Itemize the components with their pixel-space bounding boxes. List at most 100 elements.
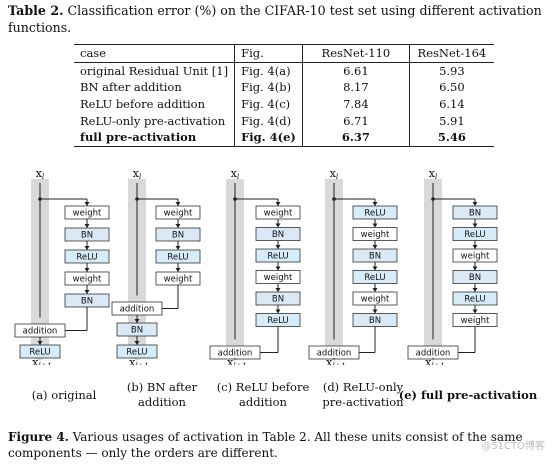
figure-caption-label: Figure 4. xyxy=(8,430,69,444)
table-caption: Table 2. Classification error (%) on the… xyxy=(8,2,548,36)
unit-a-relu-block xyxy=(19,344,61,359)
cell-fig: Fig. 4(c) xyxy=(234,95,303,113)
unit-label-line1: (c) ReLU before xyxy=(216,380,310,394)
unit-d-branch-arrow-head xyxy=(372,309,378,314)
unit-e-weight-label: weight xyxy=(461,316,490,326)
unit-b-relu-label: ReLU xyxy=(126,348,147,358)
unit-c-branch-arrow-head xyxy=(275,266,281,271)
unit-a-addition-label: addition xyxy=(23,327,58,337)
cell-resnet164: 5.93 xyxy=(439,63,465,78)
unit-c-weight-label: weight xyxy=(264,273,293,283)
unit-e-relu-label: ReLU xyxy=(464,230,485,240)
unit-c-bn-label: BN xyxy=(272,295,284,305)
cell-resnet110: 6.61 xyxy=(302,62,410,80)
header-case: case xyxy=(74,44,236,63)
unit-label-line1: (e) full pre-activation xyxy=(398,388,538,402)
unit-a-tail-arrow-head xyxy=(37,341,43,345)
unit-e-relu-label: ReLU xyxy=(464,295,485,305)
unit-b-output-label: xl+1 xyxy=(129,356,149,365)
cell-resnet110: 6.71 xyxy=(302,112,410,129)
unit-c-branch-arrow-head xyxy=(275,223,281,228)
unit-e-branch-arrow-head xyxy=(472,266,478,271)
cell-case: full pre-activation xyxy=(74,128,236,147)
unit-a-input-label: xl xyxy=(36,167,45,181)
unit-b-weight-label: weight xyxy=(164,275,193,285)
unit-b-bn-label: BN xyxy=(172,231,184,241)
unit-d-addition-label: addition xyxy=(317,349,352,359)
unit-e-branch-arrow-head xyxy=(472,288,478,292)
unit-d-bn-label: BN xyxy=(369,316,381,326)
unit-b-input-label: xl xyxy=(133,167,142,181)
figure-caption-text: Various usages of activation in Table 2.… xyxy=(8,430,523,460)
unit-b-tail-arrow-head xyxy=(134,341,140,345)
table-row: ReLU before addition Fig. 4(c) 7.84 6.14 xyxy=(74,95,494,113)
unit-a-branch-arrow-head xyxy=(84,268,90,272)
unit-b-addition-label: addition xyxy=(120,305,155,315)
cell-resnet110: 7.84 xyxy=(302,95,410,113)
cell-case: original Residual Unit [1] xyxy=(74,62,236,80)
table-row: ReLU-only pre-activation Fig. 4(d) 6.71 … xyxy=(74,112,494,129)
unit-e-weight-label: weight xyxy=(461,252,490,262)
unit-e-branch-arrow-head xyxy=(472,245,478,249)
unit-a-branch-arrow-head xyxy=(84,202,90,206)
unit-b-branch-arrow-head xyxy=(175,268,181,272)
cell-resnet164: 5.46 xyxy=(409,128,494,147)
cell-fig: Fig. 4(e) xyxy=(234,128,303,147)
unit-c-weight-label: weight xyxy=(264,209,293,219)
cell-case: ReLU before addition xyxy=(74,95,236,113)
unit-d-input-label: xl xyxy=(330,167,339,181)
residual-units-figure: xlweightBNReLUweightBNadditionReLUxl+1xl… xyxy=(14,167,498,365)
unit-d-bn-label: BN xyxy=(369,252,381,262)
unit-d-relu-label: ReLU xyxy=(364,273,385,283)
unit-e-input-label: xl xyxy=(429,167,438,181)
unit-label-line1: (b) BN after xyxy=(126,380,198,394)
unit-a-branch-arrow-head xyxy=(84,246,90,250)
unit-c-relu-label: ReLU xyxy=(267,252,288,262)
unit-c-branch-arrow-head xyxy=(275,288,281,292)
cell-fig: Fig. 4(b) xyxy=(234,79,303,96)
unit-d-relu-label: ReLU xyxy=(364,209,385,219)
unit-e-branch-arrow-head xyxy=(472,202,478,206)
unit-b-branch-arrow-head xyxy=(175,202,181,206)
unit-b-relu-label: ReLU xyxy=(167,253,188,263)
figure-caption: Figure 4. Various usages of activation i… xyxy=(8,429,548,461)
unit-a-bn-label: BN xyxy=(81,297,93,307)
unit-d-branch-arrow-head xyxy=(372,266,378,271)
cell-resnet164: 6.14 xyxy=(439,97,465,112)
unit-label-line2: addition xyxy=(239,395,287,409)
unit-c-input-label: xl xyxy=(231,167,240,181)
unit-e-branch-arrow-head xyxy=(472,309,478,314)
unit-c-output-label: xl+1 xyxy=(227,356,247,365)
unit-e-output-label: xl+1 xyxy=(425,356,445,365)
unit-label-e: (e) full pre-activation xyxy=(393,388,543,403)
unit-d-branch-arrow-head xyxy=(372,288,378,292)
unit-e-bn-label: BN xyxy=(469,273,481,283)
unit-a-branch-arrow-head xyxy=(84,224,90,228)
unit-label-line2: pre-activation xyxy=(322,395,404,409)
unit-a-output-label: xl+1 xyxy=(32,356,52,365)
unit-a-branch-arrow-head xyxy=(84,290,90,294)
unit-c-branch-arrow-head xyxy=(275,309,281,314)
table-row: original Residual Unit [1] Fig. 4(a) 6.6… xyxy=(74,62,494,80)
unit-c-bn-label: BN xyxy=(272,230,284,240)
cell-resnet110: 6.37 xyxy=(302,128,410,147)
unit-e-addition-label: addition xyxy=(416,349,451,359)
unit-b-branch-arrow-head xyxy=(175,246,181,250)
unit-label-a: (a) original xyxy=(14,388,114,403)
cell-fig: Fig. 4(d) xyxy=(234,112,303,129)
unit-b-tail-arrow-head xyxy=(134,319,140,323)
cell-fig: Fig. 4(a) xyxy=(234,62,303,80)
unit-label-line1: (d) ReLU-only xyxy=(322,380,404,394)
table-row: full pre-activation Fig. 4(e) 6.37 5.46 xyxy=(74,128,494,147)
unit-a-relu-label: ReLU xyxy=(29,348,50,358)
unit-a-weight-label: weight xyxy=(73,275,102,285)
watermark: @51CTO博客 xyxy=(481,441,545,452)
unit-b-bn-label: BN xyxy=(131,326,143,336)
unit-b-branch-arrow-head xyxy=(175,224,181,228)
unit-a-relu-label: ReLU xyxy=(76,253,97,263)
unit-c-relu-label: ReLU xyxy=(267,316,288,326)
unit-d-branch-arrow-head xyxy=(372,223,378,228)
cell-resnet164: 5.91 xyxy=(439,113,465,128)
unit-d-output-label: xl+1 xyxy=(326,356,346,365)
table-caption-text: Classification error (%) on the CIFAR-10… xyxy=(8,3,542,35)
